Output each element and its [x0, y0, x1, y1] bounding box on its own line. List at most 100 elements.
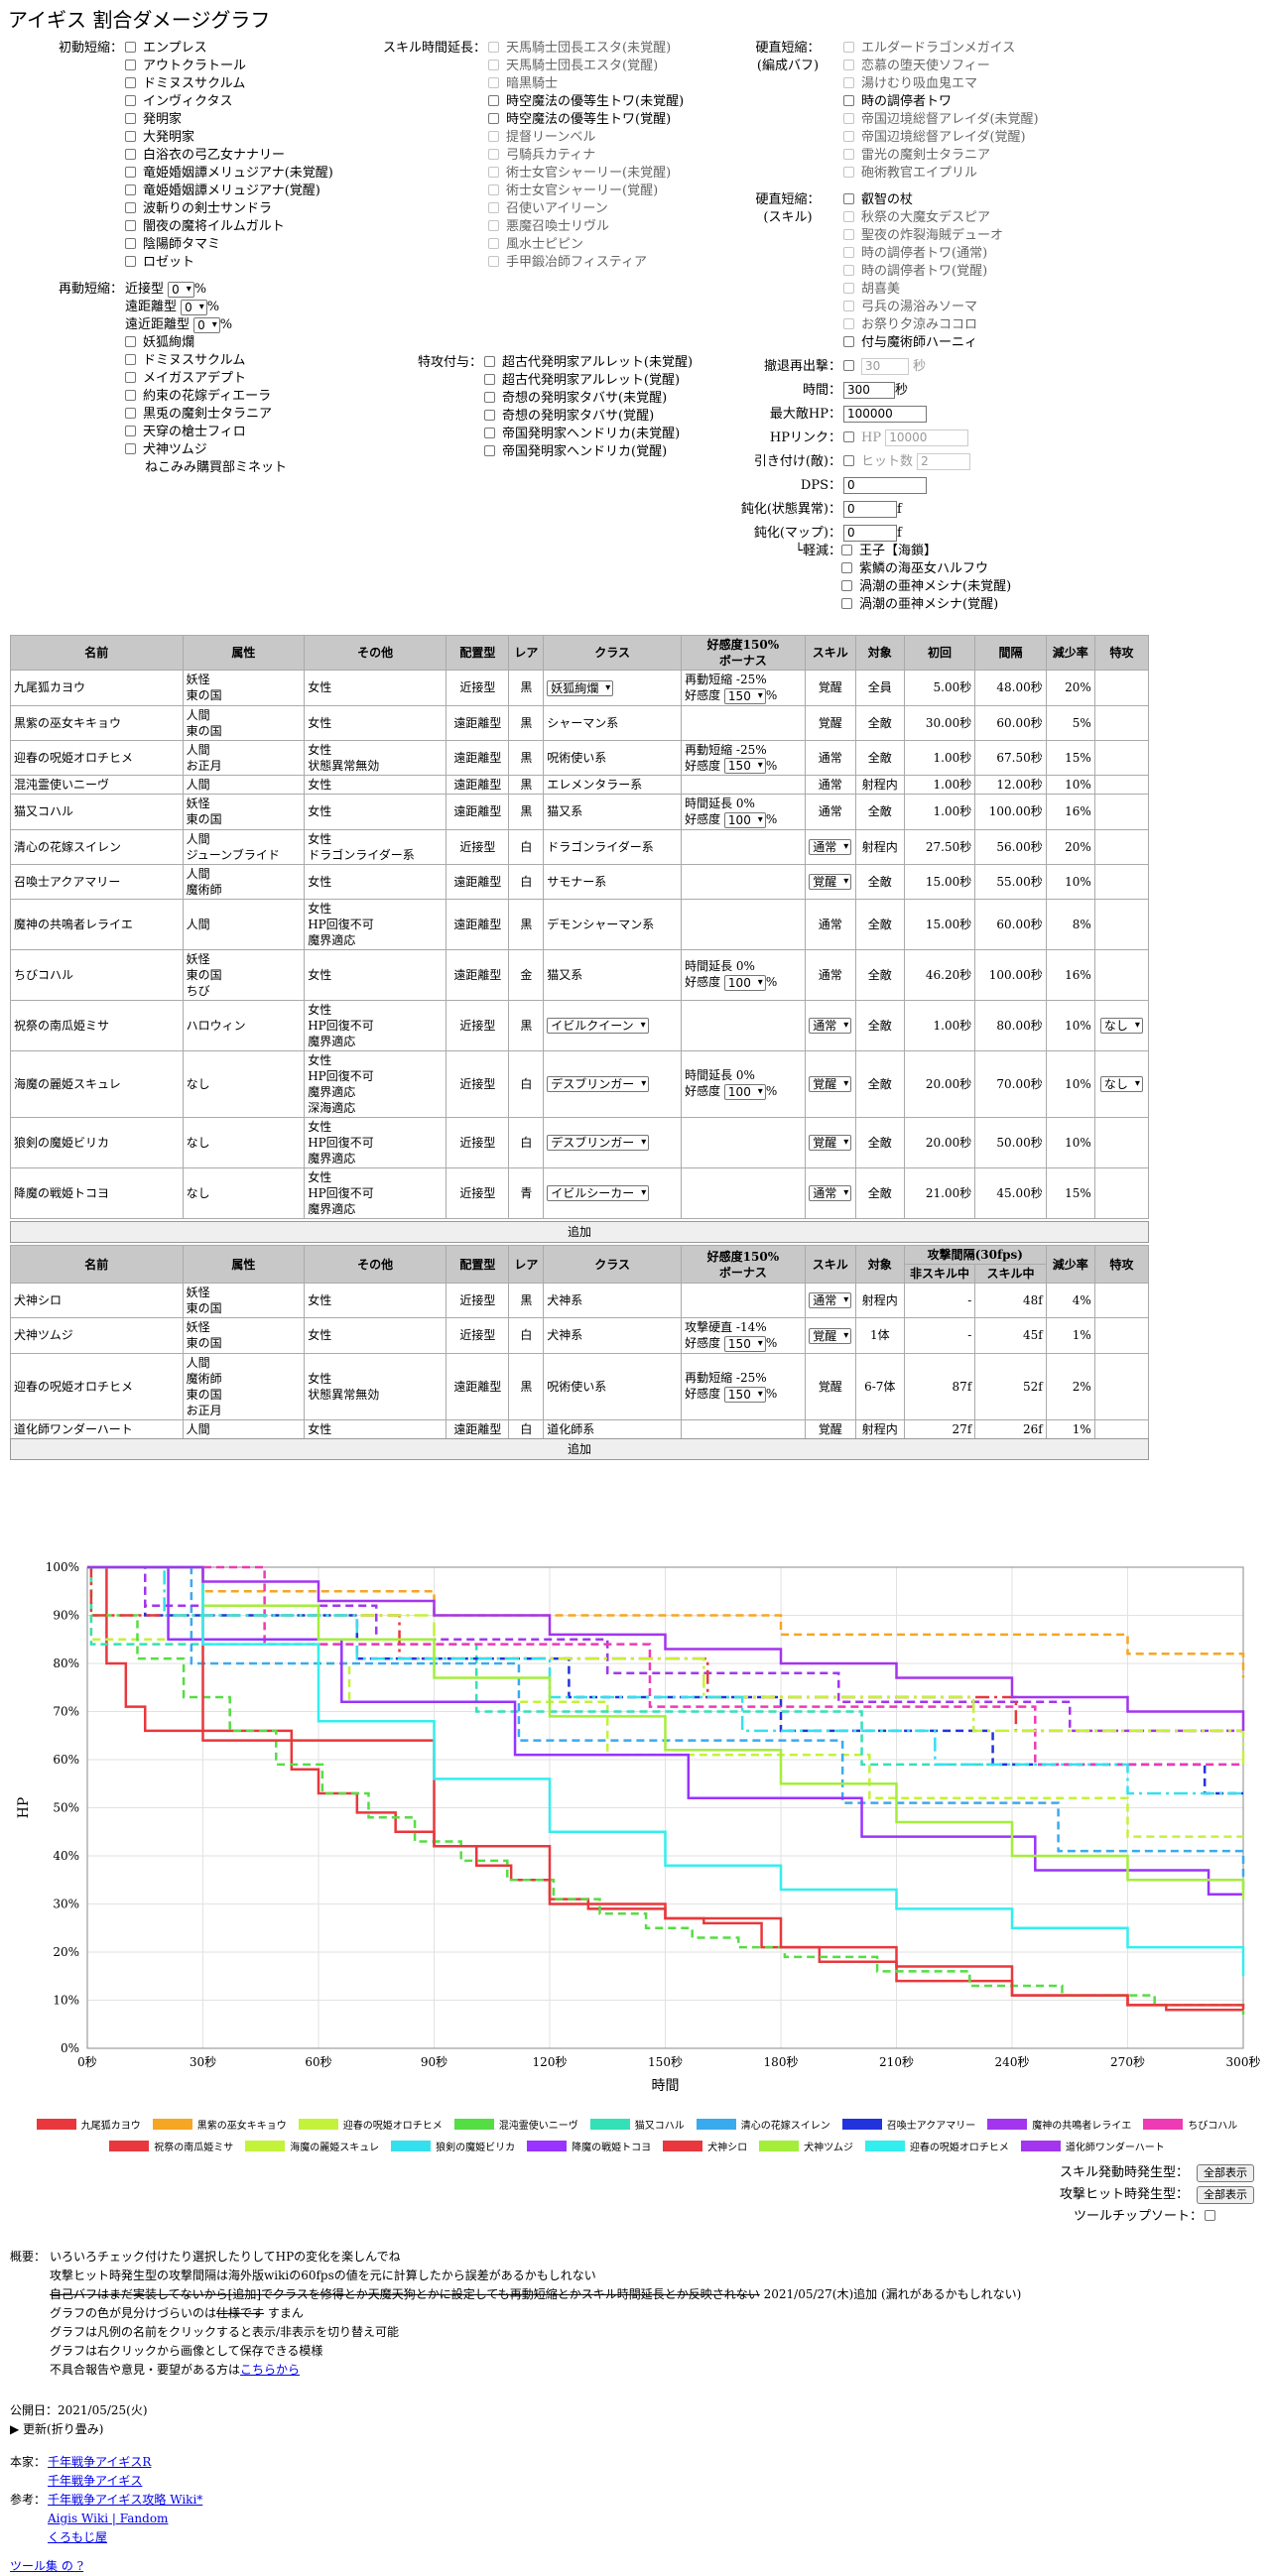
option-checkbox[interactable]: [125, 443, 136, 454]
affection-select[interactable]: 100: [723, 1083, 766, 1100]
far-select[interactable]: 0: [193, 316, 220, 333]
hp-link-input[interactable]: 10000: [885, 429, 969, 446]
legend-item[interactable]: 迎春の呪姫オロチヒメ: [298, 2118, 443, 2136]
option-checkbox[interactable]: [125, 390, 136, 401]
option-checkbox[interactable]: [843, 193, 854, 204]
option-item[interactable]: 風水士ピピン: [488, 236, 684, 254]
option-checkbox[interactable]: [843, 149, 854, 160]
option-item[interactable]: 弓騎兵カティナ: [488, 147, 684, 165]
option-item[interactable]: アウトクラトール: [125, 58, 333, 75]
cell-select[interactable]: 妖狐絢爛: [547, 679, 614, 696]
option-item[interactable]: 渦潮の亜神メシナ(未覚醒): [841, 578, 1011, 596]
cell-select[interactable]: 覚醒: [809, 1327, 852, 1344]
option-checkbox[interactable]: [843, 247, 854, 258]
retreat-checkbox[interactable]: [843, 360, 854, 371]
option-item[interactable]: 波斬りの剣士サンドラ: [125, 200, 333, 218]
legend-item[interactable]: 召喚士アクアマリー: [841, 2118, 975, 2136]
cell-select[interactable]: 通常: [809, 1017, 852, 1034]
option-item[interactable]: 竜姫婚姻譚メリュジアナ(覚醒): [125, 183, 333, 200]
pull-checkbox[interactable]: [843, 455, 854, 466]
option-item[interactable]: ねこみみ購買部ミネット: [125, 459, 287, 477]
option-item[interactable]: 時空魔法の優等生トワ(覚醒): [488, 111, 684, 129]
option-checkbox[interactable]: [125, 95, 136, 106]
affection-select[interactable]: 150: [723, 758, 766, 774]
ranged-select[interactable]: 0: [181, 299, 207, 315]
option-checkbox[interactable]: [125, 372, 136, 383]
max-hp-input[interactable]: 100000: [843, 406, 927, 423]
option-checkbox[interactable]: [484, 374, 495, 385]
option-checkbox[interactable]: [843, 131, 854, 142]
cell-select[interactable]: 通常: [809, 1292, 852, 1309]
option-checkbox[interactable]: [488, 77, 499, 88]
option-checkbox[interactable]: [488, 256, 499, 267]
option-item[interactable]: インヴィクタス: [125, 93, 333, 111]
option-checkbox[interactable]: [125, 167, 136, 178]
option-checkbox[interactable]: [841, 562, 852, 573]
skill-start-show-all-button[interactable]: 全部表示: [1197, 2164, 1254, 2182]
option-checkbox[interactable]: [488, 202, 499, 213]
option-checkbox[interactable]: [843, 60, 854, 70]
option-item[interactable]: 時の調停者トワ(通常): [843, 245, 1003, 263]
affection-select[interactable]: 150: [723, 1335, 766, 1352]
option-item[interactable]: 約束の花嫁ディエーラ: [125, 388, 287, 406]
option-item[interactable]: 帝国発明家ヘンドリカ(覚醒): [484, 443, 693, 461]
option-checkbox[interactable]: [125, 202, 136, 213]
legend-item[interactable]: 海魔の麗姫スキュレ: [245, 2140, 379, 2157]
option-checkbox[interactable]: [843, 265, 854, 276]
option-item[interactable]: 悪魔召喚士リヴル: [488, 218, 684, 236]
option-checkbox[interactable]: [125, 60, 136, 70]
contact-link[interactable]: こちらから: [240, 2363, 301, 2377]
option-checkbox[interactable]: [125, 354, 136, 365]
option-item[interactable]: 手甲鍛冶師フィスティア: [488, 254, 684, 272]
option-checkbox[interactable]: [125, 220, 136, 231]
option-item[interactable]: 恋慕の堕天使ソフィー: [843, 58, 1039, 75]
tooltip-sort-checkbox[interactable]: [1205, 2210, 1215, 2221]
option-item[interactable]: 黒兎の魔剣士タラニア: [125, 406, 287, 424]
option-item[interactable]: 奇想の発明家タバサ(未覚醒): [484, 390, 693, 408]
cell-select[interactable]: イビルシーカー: [547, 1184, 650, 1201]
option-checkbox[interactable]: [488, 131, 499, 142]
affection-select[interactable]: 150: [723, 687, 766, 704]
option-item[interactable]: 召使いアイリーン: [488, 200, 684, 218]
option-checkbox[interactable]: [488, 95, 499, 106]
cell-select[interactable]: デスブリンガー: [547, 1075, 650, 1092]
affection-select[interactable]: 150: [723, 1386, 766, 1403]
option-item[interactable]: 竜姫婚姻譚メリュジアナ(未覚醒): [125, 165, 333, 183]
legend-item[interactable]: 狼剣の魔姫ビリカ: [391, 2140, 515, 2157]
option-item[interactable]: 天穿の槍士フィロ: [125, 424, 287, 441]
legend-item[interactable]: 九尾狐カヨウ: [36, 2118, 141, 2136]
option-item[interactable]: 白浴衣の弓乙女ナナリー: [125, 147, 333, 165]
option-checkbox[interactable]: [125, 426, 136, 436]
option-item[interactable]: ドミヌスサクルム: [125, 75, 333, 93]
retreat-input[interactable]: 30: [861, 358, 909, 375]
pull-input[interactable]: 2: [917, 453, 971, 470]
slow-map-input[interactable]: 0: [843, 525, 897, 542]
option-item[interactable]: 胡喜美: [843, 281, 1003, 299]
option-item[interactable]: 暗黒騎士: [488, 75, 684, 93]
option-checkbox[interactable]: [125, 184, 136, 195]
option-checkbox[interactable]: [843, 167, 854, 178]
legend-item[interactable]: 魔神の共鳴者レライエ: [987, 2118, 1131, 2136]
option-item[interactable]: 超古代発明家アルレット(覚醒): [484, 372, 693, 390]
near-select[interactable]: 0: [168, 281, 194, 298]
option-checkbox[interactable]: [125, 238, 136, 249]
add-row-button[interactable]: 追加: [10, 1221, 1149, 1243]
legend-item[interactable]: 猫又コハル: [589, 2118, 685, 2136]
option-item[interactable]: 奇想の発明家タバサ(覚醒): [484, 408, 693, 426]
option-item[interactable]: 時の調停者トワ(覚醒): [843, 263, 1003, 281]
option-checkbox[interactable]: [843, 336, 854, 347]
dps-input[interactable]: 0: [843, 477, 927, 494]
slow-status-input[interactable]: 0: [843, 501, 897, 518]
option-checkbox[interactable]: [843, 113, 854, 124]
option-checkbox[interactable]: [843, 318, 854, 329]
option-item[interactable]: 提督リーンベル: [488, 129, 684, 147]
option-checkbox[interactable]: [125, 149, 136, 160]
time-input[interactable]: 300: [843, 382, 895, 399]
option-item[interactable]: 時の調停者トワ: [843, 93, 1039, 111]
cell-select[interactable]: なし: [1099, 1075, 1143, 1092]
option-item[interactable]: 闇夜の魔将イルムガルト: [125, 218, 333, 236]
legend-item[interactable]: 祝祭の南瓜姫ミサ: [109, 2140, 233, 2157]
legend-item[interactable]: 混沌霊使いニーヴ: [453, 2118, 578, 2136]
option-checkbox[interactable]: [488, 238, 499, 249]
option-item[interactable]: 聖夜の炸裂海賊デューオ: [843, 227, 1003, 245]
